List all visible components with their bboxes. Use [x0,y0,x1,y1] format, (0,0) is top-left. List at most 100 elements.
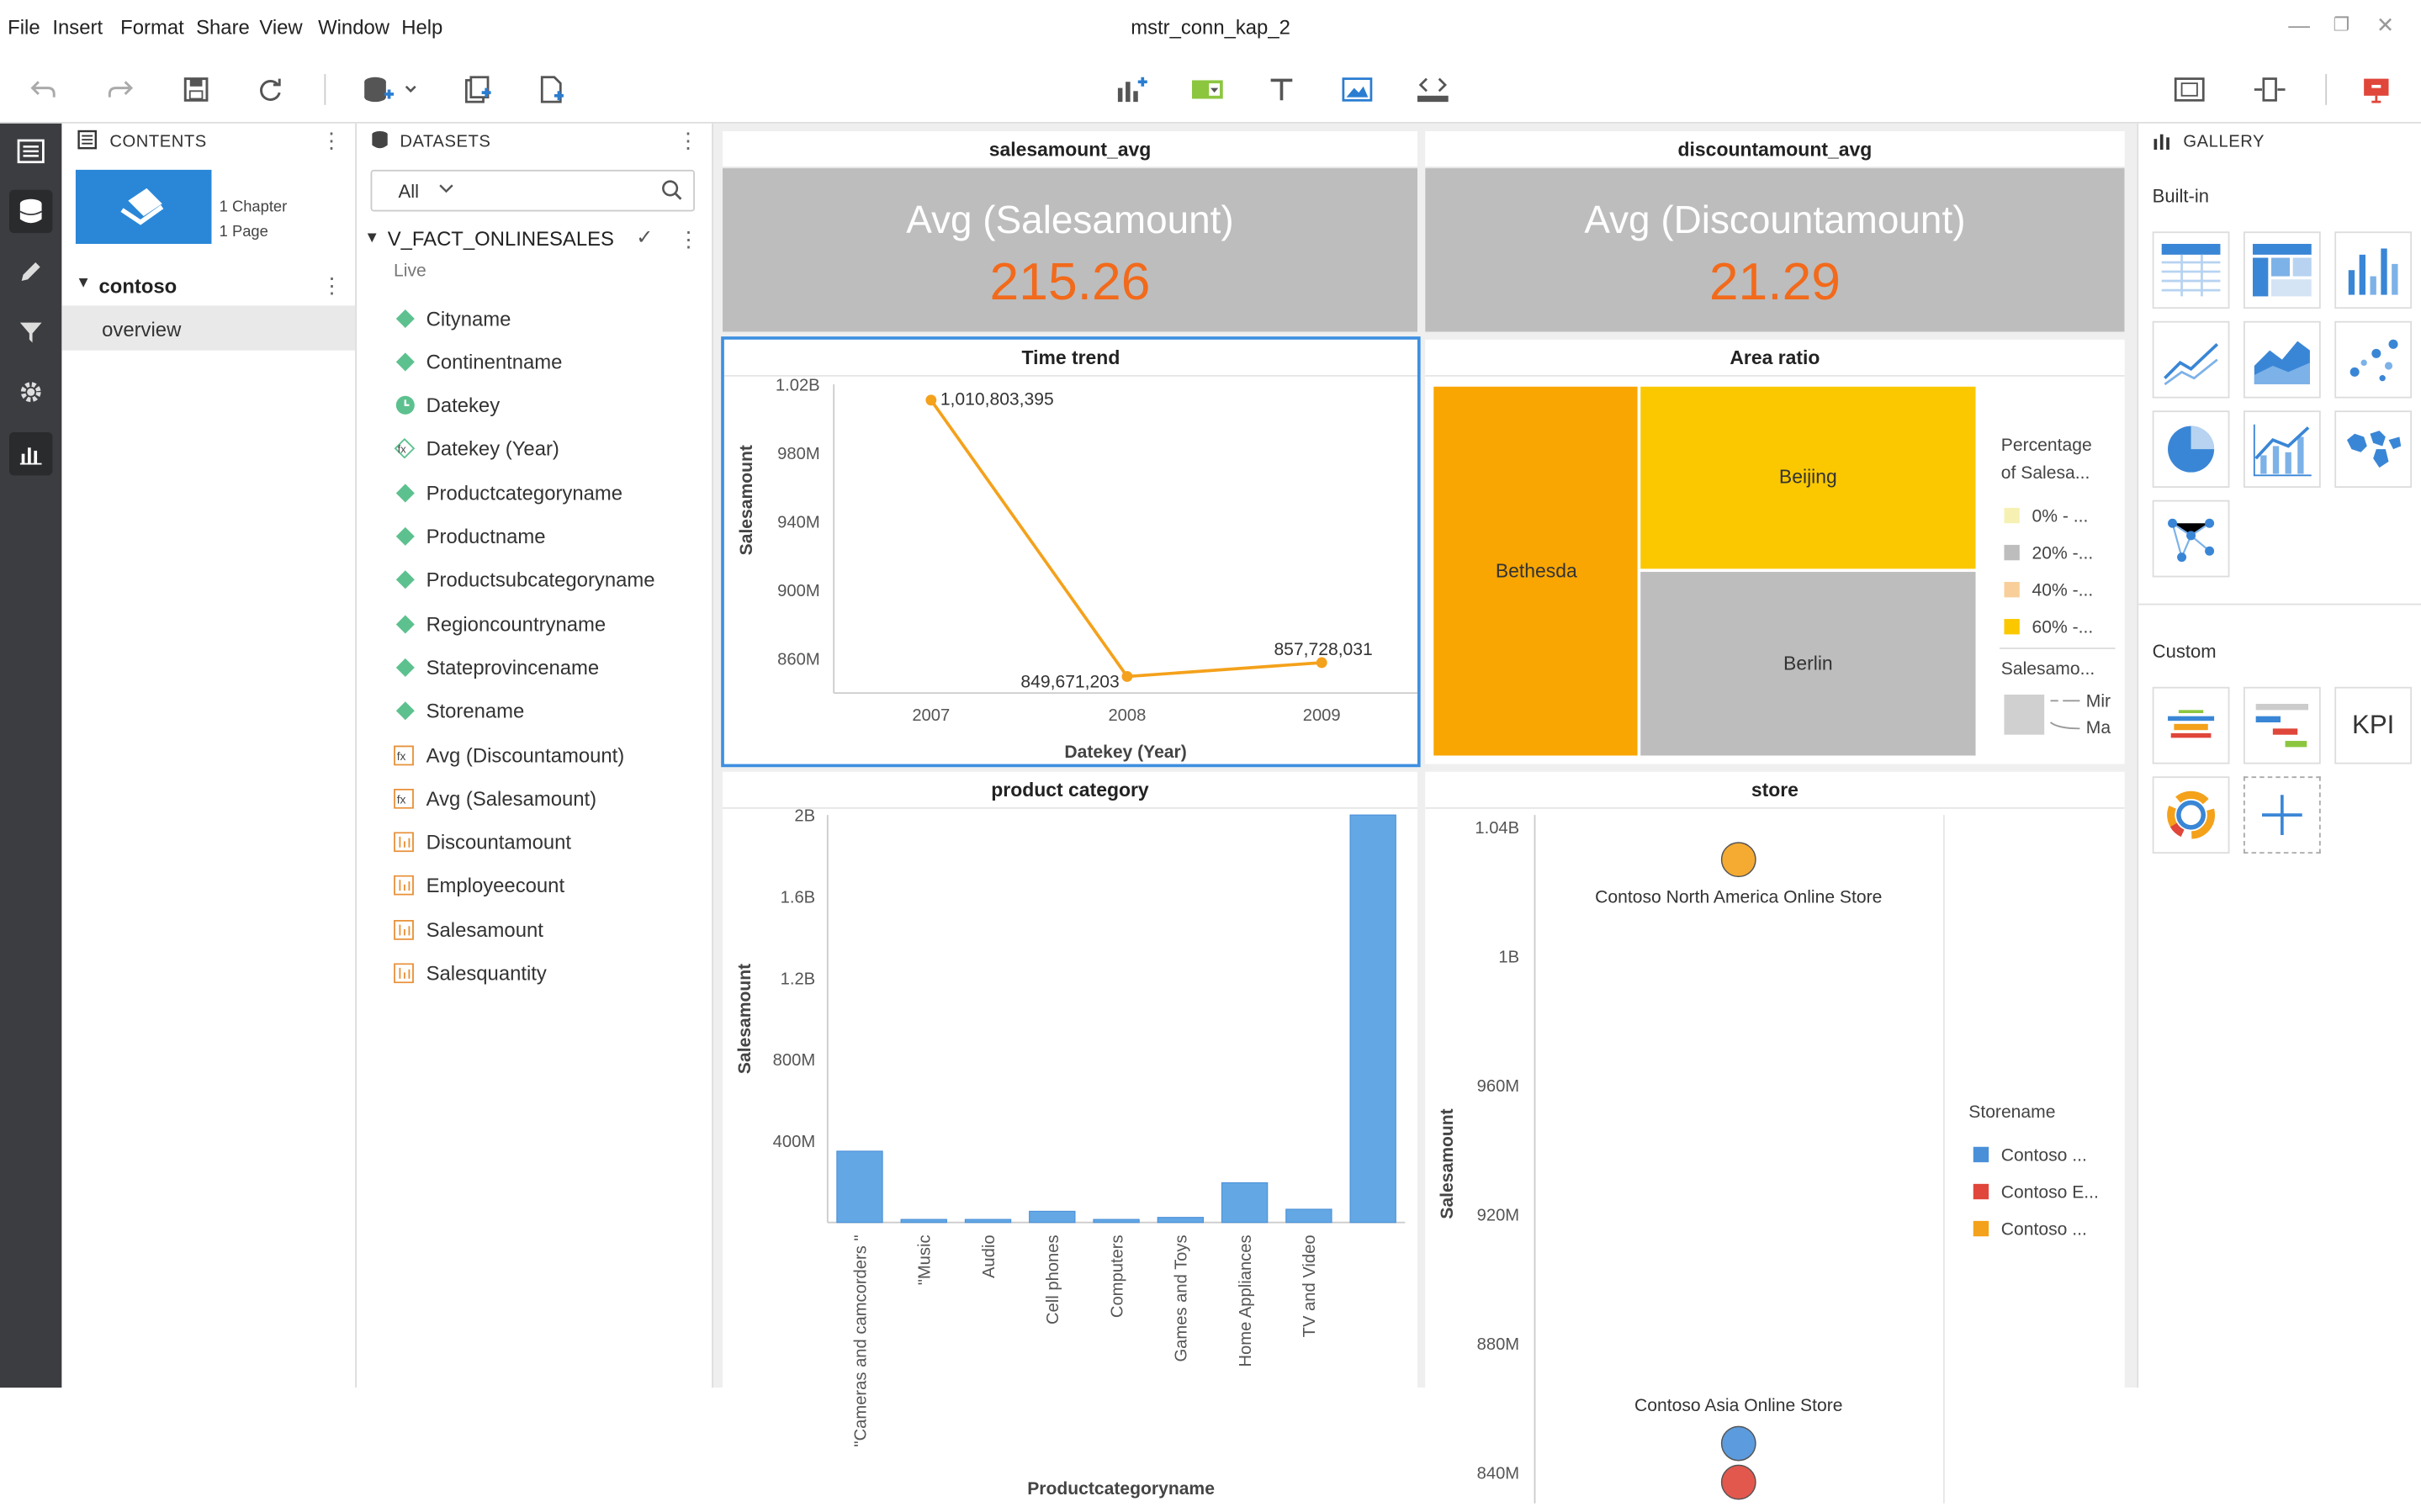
bar[interactable] [964,1219,1012,1224]
area-ratio-viz[interactable]: Area ratio Bethesda Beijing Berlin Perce… [1425,339,2125,764]
menu-format[interactable]: Format [120,15,184,39]
scatter-viz-icon[interactable] [2334,320,2413,399]
insert-html-icon[interactable] [1414,71,1451,108]
treemap-cell-beijing[interactable] [1639,384,1978,571]
restore-icon[interactable]: ❐ [2333,13,2350,36]
map-viz-icon[interactable] [2334,410,2413,489]
field-item[interactable]: fx Datekey (Year) [394,434,559,465]
combo-chart-viz-icon[interactable] [2243,410,2321,489]
data-point[interactable] [1121,670,1133,682]
contents-menu-icon[interactable]: ⋮ [321,128,343,153]
refresh-icon[interactable] [252,71,289,108]
bar[interactable] [836,1150,883,1224]
treemap-cell-berlin[interactable] [1639,570,1978,758]
kpi-salesamount-avg[interactable]: salesamount_avg Avg (Salesamount) 215.26 [723,131,1417,332]
field-item[interactable]: Storename [394,695,524,727]
presentation-mode-icon[interactable] [2358,71,2395,108]
duplicate-page-icon[interactable] [458,71,495,108]
field-item[interactable]: Datekey [394,390,500,421]
bar[interactable] [1221,1182,1269,1224]
treemap-cell-bethesda[interactable] [1432,384,1640,758]
menu-file[interactable]: File [8,15,40,39]
chapter-thumbnail[interactable] [75,169,212,245]
datasets-search-box[interactable]: All [370,169,695,212]
donut-viz-icon[interactable] [2152,776,2230,854]
add-custom-viz-button[interactable] [2243,776,2321,854]
chapter-name[interactable]: contoso [98,274,177,299]
dataset-filter-select[interactable]: All [398,180,420,203]
field-item[interactable]: Employeecount [394,870,564,901]
field-item[interactable]: Discountamount [394,827,571,858]
menu-insert[interactable]: Insert [52,15,103,39]
data-point[interactable] [1316,657,1327,669]
data-point[interactable] [925,394,937,406]
insert-text-icon[interactable] [1263,71,1300,108]
menu-window[interactable]: Window [318,15,390,39]
bar[interactable] [1285,1208,1332,1224]
product-category-viz[interactable]: product category 2B 1.6B 1.2B 800M 400M "Came… [723,771,1417,1507]
field-item[interactable]: fx Avg (Discountamount) [394,739,624,770]
grid-viz-icon[interactable] [2152,231,2230,309]
redo-icon[interactable] [102,71,139,108]
add-data-icon[interactable] [360,71,421,108]
dataset-menu-icon[interactable]: ⋮ [677,226,700,252]
pie-chart-viz-icon[interactable] [2152,410,2230,489]
field-item[interactable]: Stateprovincename [394,652,599,683]
field-item[interactable]: Cityname [394,303,511,334]
field-item[interactable]: fx Avg (Salesamount) [394,783,596,814]
page-item-overview[interactable]: overview [61,305,356,351]
fit-width-icon[interactable] [2251,71,2288,108]
insert-image-icon[interactable] [1338,71,1375,108]
field-item[interactable]: Regioncountryname [394,608,606,639]
scatter-bubble[interactable] [1720,842,1756,878]
search-icon[interactable] [661,179,683,205]
store-viz[interactable]: store 1.04B 1B 960M 920M 880M 840M Contoso Nor… [1425,771,2125,1507]
close-icon[interactable]: ✕ [2376,12,2395,38]
menu-help[interactable]: Help [401,15,443,39]
bar[interactable] [900,1219,947,1224]
chapter-menu-icon[interactable]: ⋮ [321,272,343,299]
bar[interactable] [1029,1210,1076,1224]
insert-filter-icon[interactable] [1189,71,1226,108]
dataset-collapse-icon[interactable]: ▼ [364,230,380,247]
word-cloud-viz-icon[interactable] [2152,686,2230,764]
bar[interactable] [1093,1219,1140,1224]
field-item[interactable]: Continentname [394,346,562,378]
chapter-collapse-icon[interactable]: ▼ [75,274,92,292]
gallery-icon[interactable] [9,431,53,476]
field-item[interactable]: Salesquantity [394,958,547,989]
field-item[interactable]: Productname [394,521,546,552]
area-chart-viz-icon[interactable] [2243,320,2321,399]
network-viz-icon[interactable] [2152,500,2230,578]
gantt-viz-icon[interactable] [2243,686,2321,764]
format-icon[interactable] [9,250,52,293]
fit-to-page-icon[interactable] [2171,71,2208,108]
kpi-viz-icon[interactable]: KPI [2334,686,2413,764]
bar[interactable] [1349,814,1396,1224]
new-page-icon[interactable] [532,71,569,108]
kpi-discountamount-avg[interactable]: discountamount_avg Avg (Discountamount) … [1425,131,2125,332]
insert-visualization-icon[interactable] [1113,71,1150,108]
menu-view[interactable]: View [259,15,303,39]
heatmap-viz-icon[interactable] [2243,231,2321,309]
field-item[interactable]: Salesamount [394,914,543,945]
scatter-bubble[interactable] [1720,1464,1756,1500]
line-chart-viz-icon[interactable] [2152,320,2230,399]
save-icon[interactable] [177,71,215,108]
bar[interactable] [1157,1217,1205,1224]
time-trend-viz[interactable]: Time trend 1.02B 980M 940M 900M 860M 2007 2008… [721,336,1421,768]
bar-chart-viz-icon[interactable] [2334,231,2413,309]
field-item[interactable]: Productcategoryname [394,478,622,509]
scatter-bubble[interactable] [1720,1425,1756,1462]
undo-icon[interactable] [24,71,61,108]
field-item[interactable]: Productsubcategoryname [394,564,655,595]
table-of-contents-icon[interactable] [9,130,52,172]
settings-icon[interactable] [9,371,52,414]
datasets-icon[interactable] [9,189,53,234]
dataset-name[interactable]: V_FACT_ONLINESALES [387,226,614,251]
menu-share[interactable]: Share [196,15,250,39]
filter-icon[interactable] [9,310,52,353]
datasets-menu-icon[interactable]: ⋮ [677,128,700,153]
chevron-down-icon[interactable] [438,177,453,204]
minimize-icon[interactable]: — [2288,12,2310,38]
